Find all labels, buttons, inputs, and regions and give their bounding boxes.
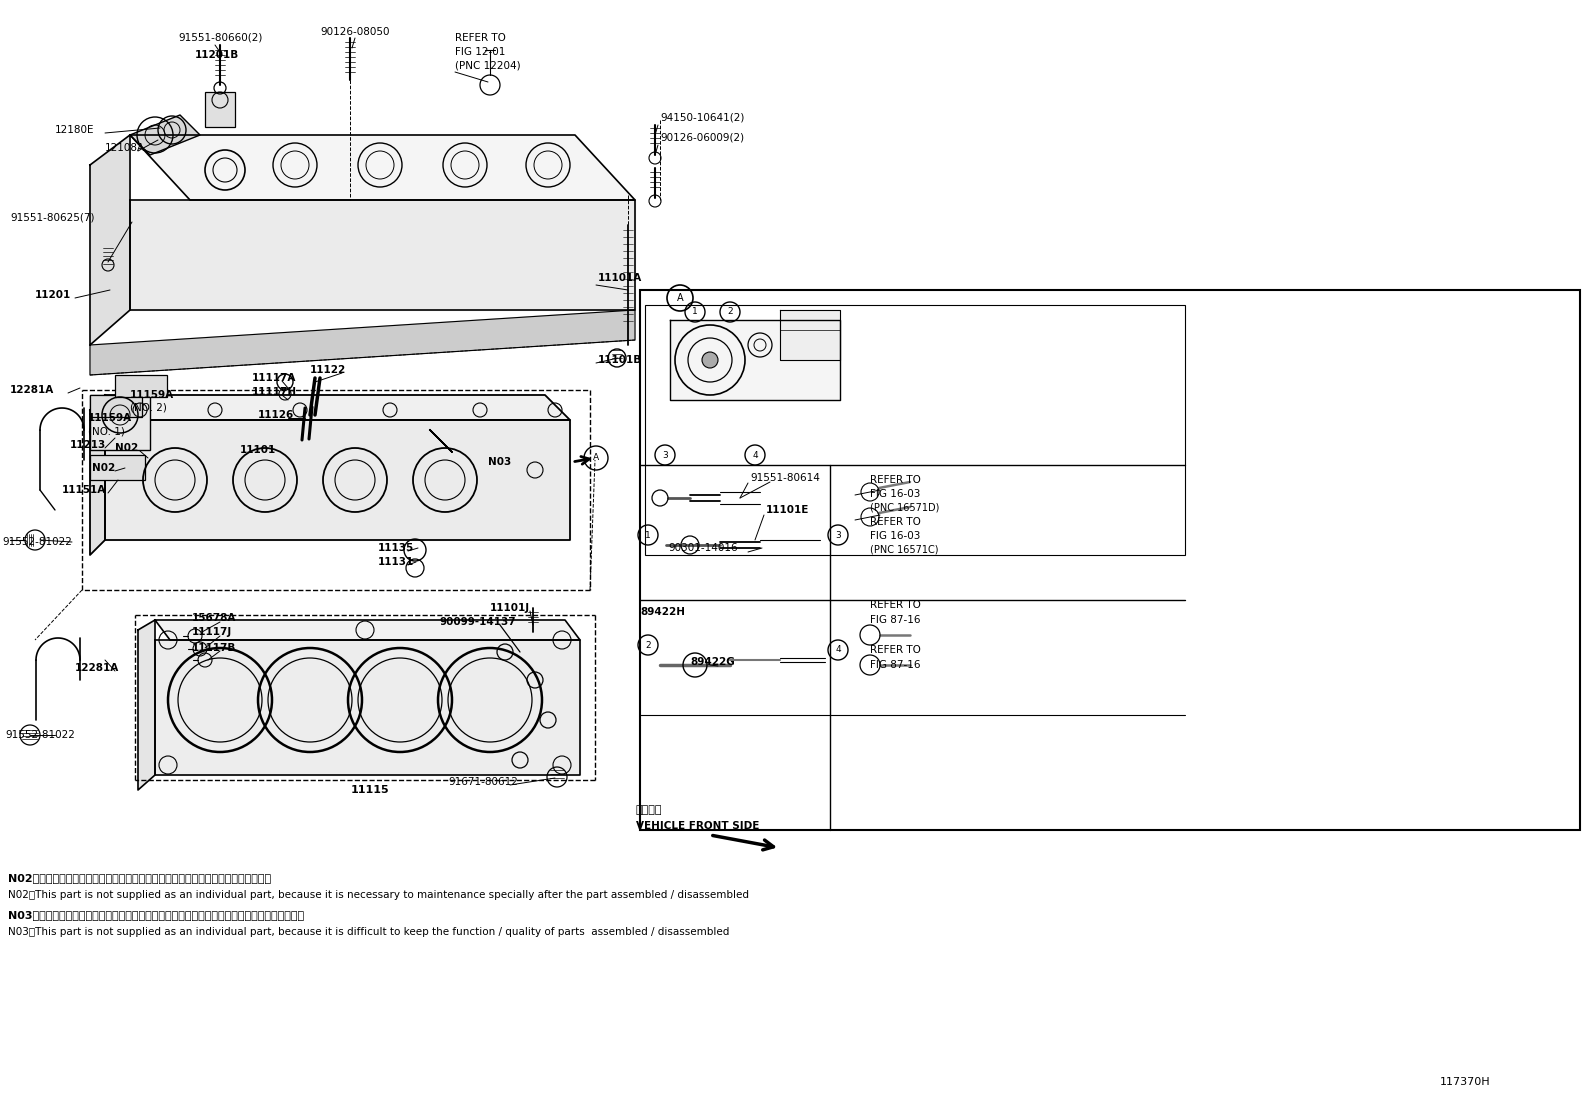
Polygon shape (131, 115, 201, 155)
Text: (PNC 16571C): (PNC 16571C) (869, 545, 939, 555)
Polygon shape (91, 310, 635, 375)
Text: 11135: 11135 (377, 543, 414, 553)
Polygon shape (131, 200, 635, 310)
Bar (91, 395, 150, 449)
Polygon shape (91, 135, 131, 345)
Text: 12108A: 12108A (105, 143, 145, 153)
Bar (640, 290, 1579, 830)
Text: 11151A: 11151A (62, 485, 107, 495)
Text: 91671-80612: 91671-80612 (447, 777, 517, 787)
Text: 11117B: 11117B (193, 643, 236, 653)
Text: 91551-80614: 91551-80614 (750, 473, 820, 482)
Text: 3: 3 (836, 531, 841, 540)
Text: N03：This part is not supplied as an individual part, because it is difficult to : N03：This part is not supplied as an indi… (8, 926, 729, 937)
Circle shape (702, 352, 718, 368)
Polygon shape (154, 620, 579, 640)
Text: 2: 2 (645, 641, 651, 650)
Polygon shape (105, 420, 570, 540)
Text: 11117H: 11117H (252, 387, 298, 397)
Polygon shape (105, 395, 570, 420)
Text: REFER TO: REFER TO (869, 645, 920, 655)
Text: 11101A: 11101A (599, 273, 642, 284)
Text: (NO. 2): (NO. 2) (131, 403, 167, 413)
Text: 89422H: 89422H (640, 607, 685, 617)
Text: 91551-80625(7): 91551-80625(7) (10, 213, 94, 223)
Bar (645, 306, 1184, 555)
Text: 89422G: 89422G (689, 657, 736, 667)
Bar (91, 455, 145, 480)
Text: A: A (677, 293, 683, 303)
Text: N02: N02 (92, 463, 115, 473)
Text: 91551-80660(2): 91551-80660(2) (178, 33, 263, 43)
Text: N03：この部品は、分解・組付け後の性能・品質確保が困難なため、単品では補給していません: N03：この部品は、分解・組付け後の性能・品質確保が困難なため、単品では補給して… (8, 910, 304, 920)
Polygon shape (670, 320, 841, 400)
Text: 11101: 11101 (240, 445, 277, 455)
Text: 11159A: 11159A (131, 390, 174, 400)
Text: 11117J: 11117J (193, 628, 232, 637)
Text: REFER TO: REFER TO (869, 517, 920, 528)
Text: N02: N02 (115, 443, 139, 453)
Text: 12180E: 12180E (56, 125, 94, 135)
Bar (640, 465, 829, 600)
Text: 12281A: 12281A (10, 385, 54, 395)
Text: 91552-81022: 91552-81022 (5, 730, 75, 740)
Text: FIG 16-03: FIG 16-03 (869, 531, 920, 541)
Text: FIG 87-16: FIG 87-16 (869, 660, 920, 670)
Text: 4: 4 (836, 645, 841, 655)
Polygon shape (91, 395, 105, 555)
Bar (91, 395, 142, 417)
Text: FIG 16-03: FIG 16-03 (869, 489, 920, 499)
Text: VEHICLE FRONT SIDE: VEHICLE FRONT SIDE (635, 821, 759, 831)
Text: 90301-14016: 90301-14016 (669, 543, 737, 553)
Text: 1: 1 (645, 531, 651, 540)
Text: 91552-81022: 91552-81022 (2, 537, 72, 547)
Text: 117370H: 117370H (1439, 1077, 1490, 1087)
Text: (PNC 16571D): (PNC 16571D) (869, 503, 939, 513)
Text: REFER TO: REFER TO (455, 33, 506, 43)
Bar (205, 92, 236, 127)
Text: FIG 87-16: FIG 87-16 (869, 615, 920, 625)
Text: 90126-06009(2): 90126-06009(2) (661, 133, 743, 143)
Polygon shape (154, 640, 579, 775)
Text: A: A (592, 454, 599, 463)
Text: 11122: 11122 (310, 365, 345, 375)
Text: 11115: 11115 (350, 785, 390, 795)
Text: 12281A: 12281A (75, 663, 119, 673)
Text: 11126: 11126 (258, 410, 295, 420)
Polygon shape (780, 310, 841, 360)
Text: 11201B: 11201B (194, 49, 239, 60)
Text: N02：This part is not supplied as an individual part, because it is necessary to : N02：This part is not supplied as an indi… (8, 890, 748, 900)
Polygon shape (139, 620, 154, 790)
Bar (115, 375, 167, 397)
Text: (NO. 1): (NO. 1) (88, 426, 124, 436)
Text: 11101B: 11101B (599, 355, 642, 365)
Text: 90099-14137: 90099-14137 (439, 617, 517, 628)
Text: 1: 1 (693, 308, 697, 317)
Text: 3: 3 (662, 451, 669, 459)
Text: 11159A: 11159A (88, 413, 132, 423)
Text: 94150-10641(2): 94150-10641(2) (661, 113, 745, 123)
Text: 11213: 11213 (70, 440, 107, 449)
Text: 11131: 11131 (377, 557, 414, 567)
Text: 車両前方: 車両前方 (635, 804, 662, 815)
Text: 11101E: 11101E (766, 506, 809, 515)
Text: 2: 2 (728, 308, 732, 317)
Text: 11117A: 11117A (252, 373, 296, 382)
Text: 11101J: 11101J (490, 603, 530, 613)
Text: 90126-08050: 90126-08050 (320, 27, 390, 37)
Text: 11201: 11201 (35, 290, 72, 300)
Text: (PNC 12204): (PNC 12204) (455, 62, 521, 71)
Text: FIG 12-01: FIG 12-01 (455, 47, 505, 57)
Text: N03: N03 (489, 457, 511, 467)
Text: REFER TO: REFER TO (869, 475, 920, 485)
Text: N02：この部品は、組付け後の特殊な加工が必要なため、単品では補給していません: N02：この部品は、組付け後の特殊な加工が必要なため、単品では補給していません (8, 873, 271, 882)
Text: REFER TO: REFER TO (869, 600, 920, 610)
Polygon shape (131, 135, 635, 200)
Text: 15678A: 15678A (193, 613, 236, 623)
Text: 4: 4 (751, 451, 758, 459)
